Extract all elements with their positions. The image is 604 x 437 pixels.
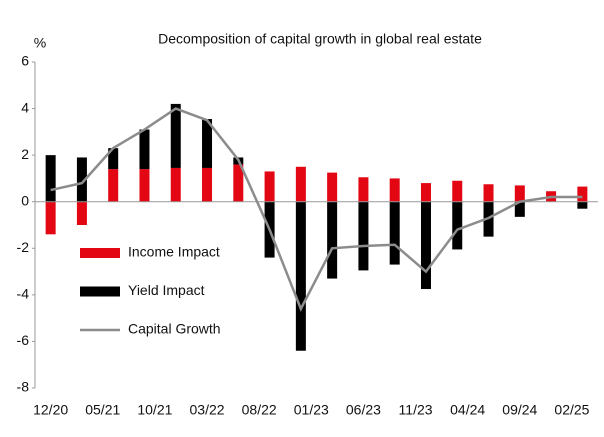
y-tick-label: -2 [17, 239, 30, 255]
y-tick-label: 2 [21, 146, 29, 162]
bar [389, 178, 400, 202]
bar [577, 201, 588, 209]
x-tick-label: 04/24 [450, 402, 485, 418]
bar [577, 186, 588, 202]
y-tick-label: 6 [21, 53, 29, 69]
line [50, 107, 583, 312]
bar [358, 201, 369, 271]
bar [76, 157, 87, 202]
legend-label: Yield Impact [128, 282, 205, 298]
x-tick-label: 06/23 [346, 402, 381, 418]
bar [45, 201, 56, 235]
bar [170, 103, 181, 168]
legend-label: Capital Growth [128, 321, 221, 337]
bar [452, 201, 463, 250]
y-tick-label: 0 [21, 192, 29, 208]
bar [76, 201, 87, 225]
legend-label: Income Impact [128, 244, 220, 260]
bar [233, 164, 244, 202]
y-axis-label: % [34, 35, 46, 51]
y-tick-label: -8 [17, 379, 30, 395]
legend-swatch [80, 286, 120, 297]
x-tick-label: 09/24 [502, 402, 537, 418]
bar [358, 177, 369, 202]
bar [483, 184, 494, 202]
x-tick-label: 11/23 [399, 402, 433, 418]
x-tick-label: 10/21 [137, 402, 172, 418]
bar [420, 201, 431, 290]
x-tick-label: 08/22 [242, 402, 277, 418]
bar [452, 180, 463, 202]
x-tick-label: 03/22 [190, 402, 225, 418]
chart-title: Decomposition of capital growth in globa… [158, 31, 482, 47]
bar [295, 201, 306, 351]
bar [327, 172, 338, 202]
bar [202, 119, 213, 168]
bar [139, 129, 150, 170]
bar [170, 167, 181, 202]
bar [108, 169, 119, 202]
x-tick-label: 01/23 [294, 402, 329, 418]
bar [514, 201, 525, 217]
bar [327, 201, 338, 279]
bar [202, 167, 213, 202]
x-tick-label: 02/25 [554, 402, 589, 418]
x-tick-label: 05/21 [85, 402, 120, 418]
bar [45, 155, 56, 202]
y-tick-label: -6 [17, 332, 30, 348]
bar [108, 148, 119, 170]
bar [420, 183, 431, 202]
x-tick-label: 12/20 [33, 402, 68, 418]
bar [514, 185, 525, 202]
legend-swatch [80, 248, 120, 258]
y-tick-label: 4 [21, 99, 29, 115]
bar [389, 201, 400, 265]
bar [295, 166, 306, 202]
bar [139, 169, 150, 202]
bar [264, 171, 275, 202]
y-tick-label: -4 [17, 286, 30, 302]
